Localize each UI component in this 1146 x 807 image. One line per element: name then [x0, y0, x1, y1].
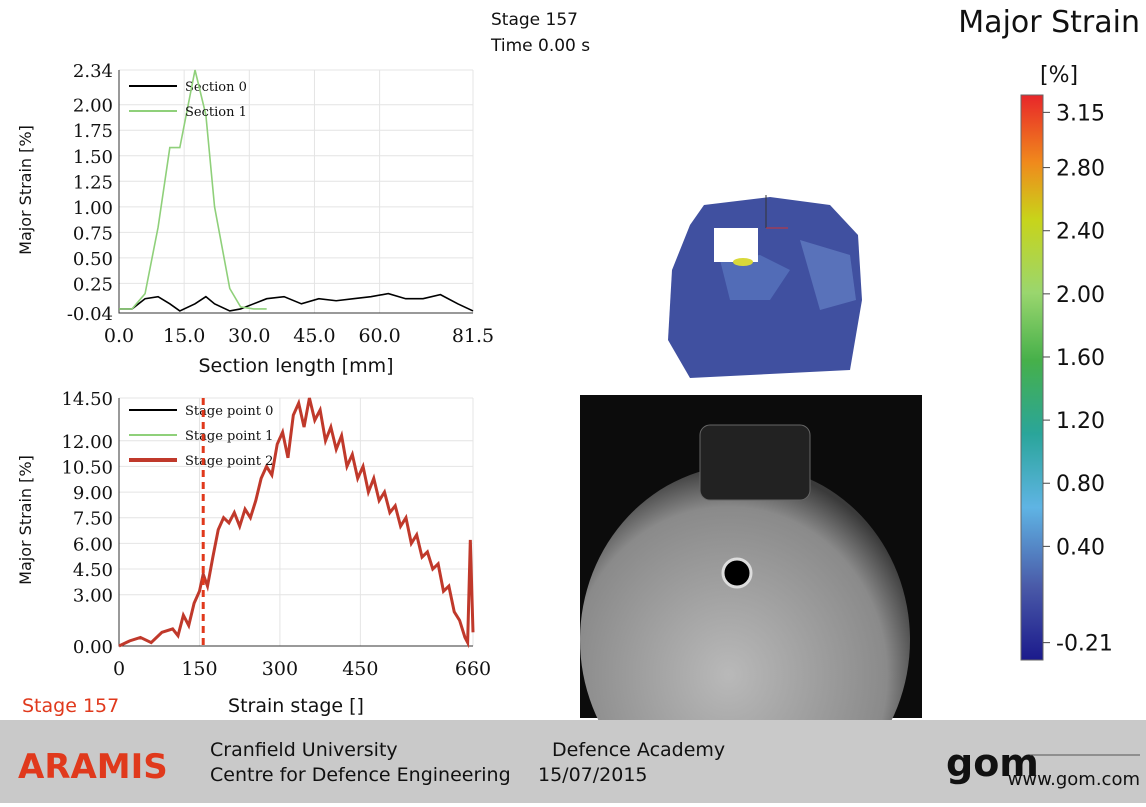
colorbar-label: 2.00: [1056, 283, 1105, 308]
series-line: [119, 294, 473, 311]
y-tick-label: 0.25: [73, 274, 113, 295]
y-tick-label: 1.75: [73, 121, 113, 142]
date: 15/07/2015: [538, 764, 648, 786]
x-tick-label: 150: [181, 658, 217, 680]
y-tick-label: 14.50: [61, 389, 113, 410]
x-axis-label: Section length [mm]: [198, 355, 393, 377]
url: www.gom.com: [1008, 769, 1140, 790]
org: Cranfield University: [210, 739, 398, 761]
x-axis-label: Strain stage []: [228, 695, 364, 717]
stage-marker-label: Stage 157: [22, 695, 119, 717]
x-tick-label: 60.0: [358, 325, 400, 347]
y-tick-label: 10.50: [61, 457, 113, 478]
y-axis-label: Major Strain [%]: [16, 125, 35, 255]
x-tick-label: 30.0: [228, 325, 270, 347]
colorbar-unit: [%]: [1040, 63, 1078, 88]
time-label: Time 0.00 s: [490, 36, 590, 56]
y-tick-label: 6.00: [73, 534, 113, 555]
y-tick-label: 0.50: [73, 249, 113, 270]
y-tick-label: 1.25: [73, 172, 113, 193]
colorbar-label: 2.80: [1056, 157, 1105, 182]
x-tick-label: 81.5: [452, 325, 494, 347]
colorbar-label: -0.21: [1056, 632, 1113, 657]
y-tick-label: 1.50: [73, 147, 113, 168]
y-tick-label: 7.50: [73, 509, 113, 530]
strain-map: [668, 195, 862, 378]
dept: Centre for Defence Engineering: [210, 764, 511, 786]
y-tick-label: -0.04: [67, 304, 113, 325]
colorbar-label: 3.15: [1056, 101, 1105, 126]
y-tick-label: 1.00: [73, 198, 113, 219]
colorbar-label: 0.80: [1056, 472, 1105, 497]
x-tick-label: 0: [113, 658, 125, 680]
y-axis-label: Major Strain [%]: [16, 455, 35, 585]
footer: ARAMIS Cranfield University Centre for D…: [0, 720, 1146, 803]
colorbar-label: 0.40: [1056, 535, 1105, 560]
y-tick-label: 9.00: [73, 483, 113, 504]
colorbar-label: 1.20: [1056, 409, 1105, 434]
product: ARAMIS: [18, 747, 168, 787]
colorbar: [1021, 95, 1043, 660]
legend-label: Stage point 0: [185, 404, 273, 419]
legend-label: Stage point 1: [185, 429, 273, 444]
x-tick-label: 300: [262, 658, 298, 680]
x-tick-label: 45.0: [293, 325, 335, 347]
y-tick-label: 0.00: [73, 637, 113, 658]
title: Major Strain: [958, 5, 1140, 40]
legend-label: Section 1: [185, 105, 247, 120]
y-tick-label: 3.00: [73, 586, 113, 607]
x-tick-label: 660: [455, 658, 491, 680]
legend-label: Section 0: [185, 80, 247, 95]
site: Defence Academy: [552, 739, 725, 761]
y-tick-label: 2.34: [73, 61, 113, 82]
y-tick-label: 2.00: [73, 96, 113, 117]
x-tick-label: 15.0: [163, 325, 205, 347]
y-tick-label: 4.50: [73, 560, 113, 581]
stage-label: Stage 157: [491, 10, 578, 30]
screen: Stage 157 Time 0.00 s Major Strain [%] A…: [0, 0, 1146, 803]
y-tick-label: 0.75: [73, 223, 113, 244]
colorbar-label: 1.60: [1056, 346, 1105, 371]
axis: [119, 70, 473, 313]
legend-label: Stage point 2: [185, 454, 273, 469]
colorbar-label: 2.40: [1056, 220, 1105, 245]
x-tick-label: 450: [342, 658, 378, 680]
y-tick-label: 12.00: [61, 432, 113, 453]
x-tick-label: 0.0: [104, 325, 134, 347]
